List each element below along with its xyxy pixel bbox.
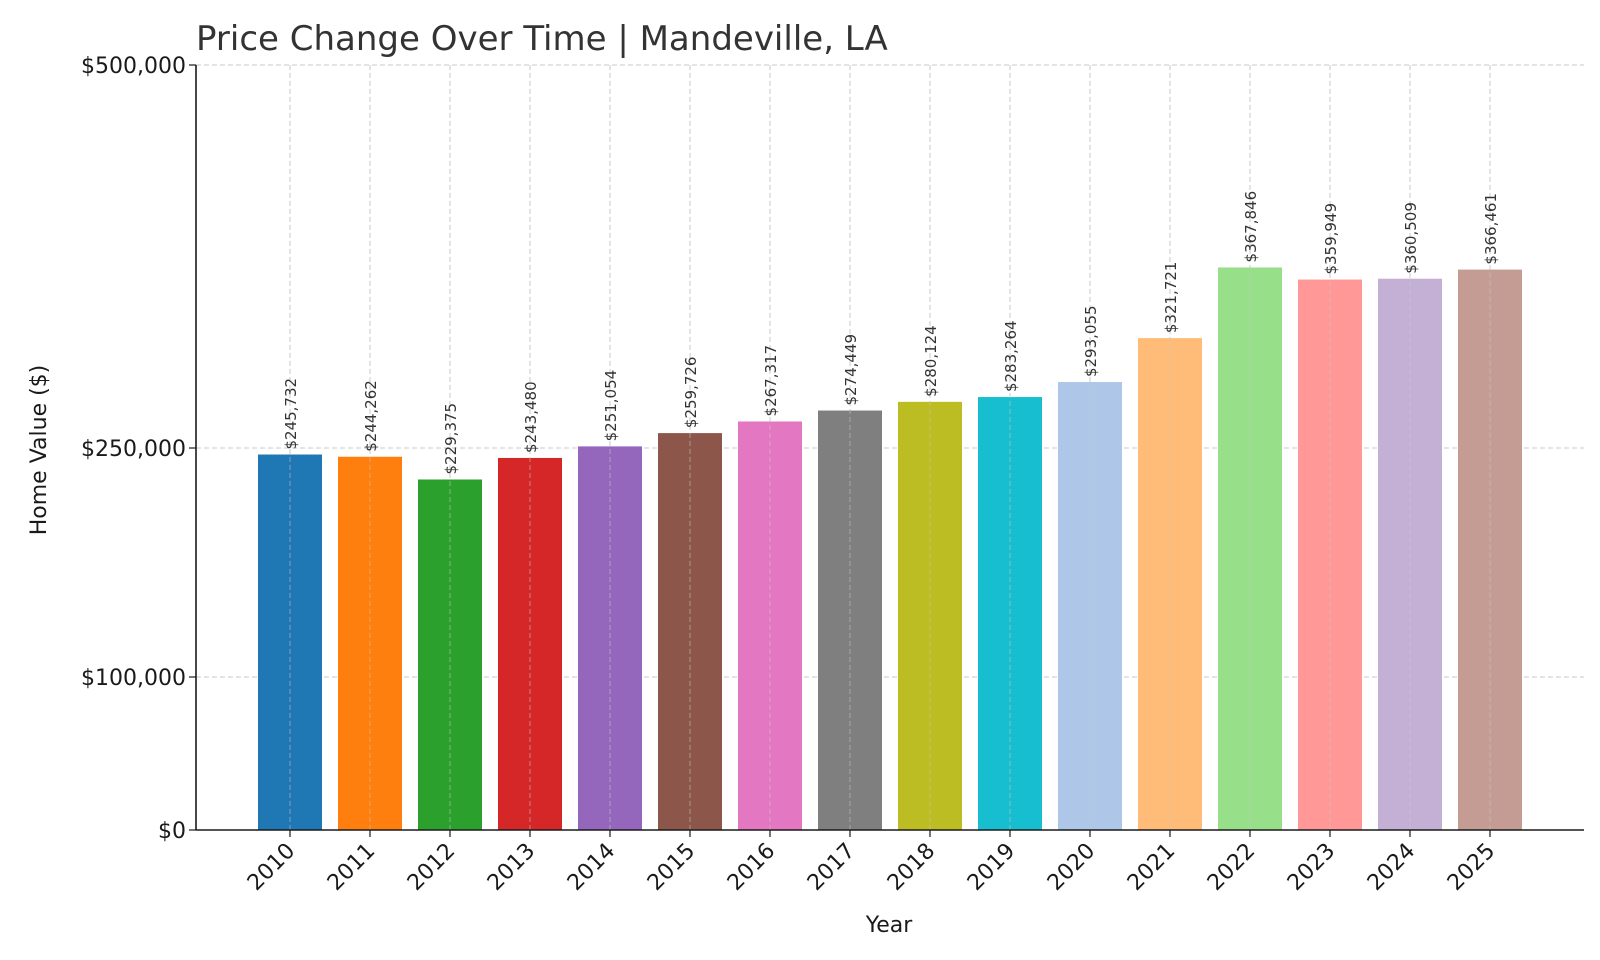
x-tick-label: 2022 <box>1203 839 1260 896</box>
bar-value-label: $267,317 <box>762 345 780 417</box>
chart-title: Price Change Over Time | Mandeville, LA <box>196 19 888 59</box>
y-tick-label: $500,000 <box>81 54 186 79</box>
x-tick-label: 2015 <box>643 839 700 896</box>
x-tick-label: 2025 <box>1443 839 1500 896</box>
x-tick-label: 2020 <box>1043 839 1100 896</box>
bar-value-label: $321,721 <box>1162 262 1180 334</box>
x-axis-label: Year <box>865 913 914 938</box>
bar-value-label: $283,264 <box>1002 320 1020 392</box>
y-tick-label: $250,000 <box>81 437 186 462</box>
bar-value-label: $274,449 <box>842 334 860 406</box>
y-tick-label: $100,000 <box>81 666 186 691</box>
x-tick-label: 2012 <box>403 839 460 896</box>
bar-value-label: $360,509 <box>1402 202 1420 274</box>
x-tick-label: 2014 <box>563 839 620 896</box>
bar-value-label: $245,732 <box>282 378 300 450</box>
bar-value-label: $367,846 <box>1242 191 1260 263</box>
x-tick-label: 2019 <box>963 839 1020 896</box>
bar-2014 <box>578 446 642 830</box>
y-tick-label: $0 <box>158 819 186 844</box>
bar-value-labels: $245,732 $244,262 $229,375 $243,480 $251,054… <box>282 191 1500 475</box>
bar-value-label: $244,262 <box>362 380 380 452</box>
bar-value-label: $259,726 <box>682 357 700 429</box>
y-axis-label: Home Value ($) <box>27 365 52 536</box>
x-tick-label: 2017 <box>803 839 860 896</box>
x-tick-label: 2013 <box>483 839 540 896</box>
grid-lines <box>196 64 1584 830</box>
x-tick-label: 2010 <box>243 839 300 896</box>
bar-value-label: $293,055 <box>1082 305 1100 377</box>
x-tick-label: 2018 <box>883 839 940 896</box>
x-tick-label: 2024 <box>1363 839 1420 896</box>
bar-value-label: $251,054 <box>602 370 620 442</box>
bar-value-label: $229,375 <box>442 403 460 475</box>
bars <box>258 65 1522 831</box>
bar-value-label: $243,480 <box>522 381 540 453</box>
bar-value-label: $280,124 <box>922 325 940 397</box>
bar-value-label: $359,949 <box>1322 203 1340 275</box>
bar-value-label: $366,461 <box>1482 193 1500 265</box>
x-tick-label: 2011 <box>323 839 380 896</box>
x-tick-label: 2021 <box>1123 839 1180 896</box>
x-tick-label: 2016 <box>723 839 780 896</box>
x-tick-label: 2023 <box>1283 839 1340 896</box>
